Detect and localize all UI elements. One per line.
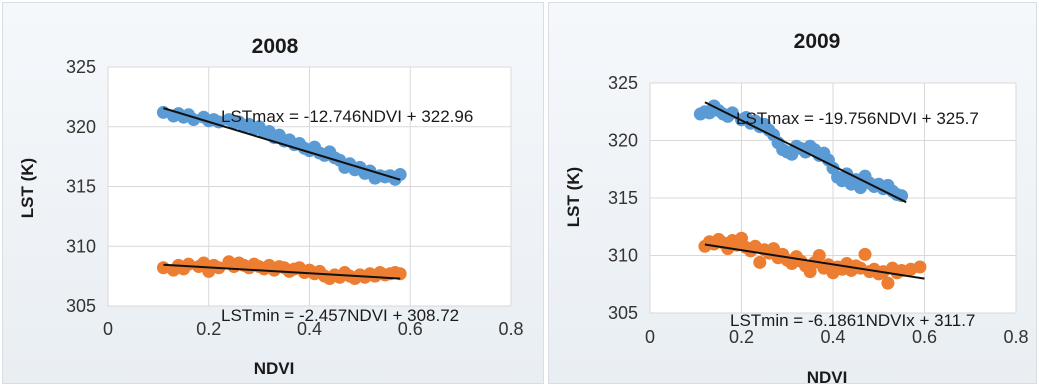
y-tick-label: 315 <box>608 188 638 208</box>
chart-title: 2009 <box>794 30 841 53</box>
trend-equation-min: LSTmin = -2.457NDVI + 308.72 <box>221 306 459 325</box>
x-axis-label: NDVI <box>254 359 295 378</box>
x-tick-label: 0.4 <box>820 327 845 347</box>
point-max <box>725 106 739 120</box>
chart-panel-2009: 305 310 315 320 325 0 0.2 0.4 0.6 0.8 LSTmax = -19… <box>548 2 1037 385</box>
trendline-min <box>704 243 925 280</box>
point-min <box>753 255 767 269</box>
chart-panel-2008: 305 310 315 320 325 0 0.2 0.4 0.6 0.8 LSTmax = -12… <box>2 2 544 384</box>
x-tick-label: 0 <box>103 319 113 339</box>
y-axis-label: LST (K) <box>18 158 37 218</box>
x-tick-label: 0.2 <box>729 327 754 347</box>
trend-equation-min: LSTmin = -6.1861NDVIx + 311.7 <box>730 311 975 330</box>
x-tick-label: 0.2 <box>196 319 221 339</box>
y-tick-label: 310 <box>66 236 96 256</box>
point-min <box>393 267 407 281</box>
trendline-max <box>704 101 907 204</box>
scatter-chart-0: 305 310 315 320 325 0 0.2 0.4 0.6 0.8 LSTmax = -12… <box>18 35 524 378</box>
x-axis-label: NDVI <box>807 368 848 385</box>
x-tick-label: 0.8 <box>498 319 523 339</box>
point-min <box>881 276 895 290</box>
y-tick-label: 305 <box>608 303 638 323</box>
y-tick-label: 325 <box>66 57 96 77</box>
trendline-min <box>163 263 401 280</box>
x-tick-label: 0.6 <box>912 327 937 347</box>
y-tick-label: 325 <box>608 73 638 93</box>
x-tick-label: 0 <box>645 327 655 347</box>
y-tick-label: 320 <box>608 131 638 151</box>
y-tick-label: 315 <box>66 177 96 197</box>
y-tick-label: 305 <box>66 296 96 316</box>
point-min <box>858 247 872 261</box>
y-tick-label: 320 <box>66 117 96 137</box>
x-tick-label: 0.8 <box>1003 327 1028 347</box>
trend-equation-max: LSTmax = -19.756NDVI + 325.7 <box>736 109 979 128</box>
chart-title: 2008 <box>252 35 299 58</box>
trendline-max <box>163 107 401 181</box>
y-tick-label: 310 <box>608 246 638 266</box>
point-min <box>913 260 927 274</box>
x-tick-label: 0.4 <box>297 319 322 339</box>
scatter-chart-1: 305 310 315 320 325 0 0.2 0.4 0.6 0.8 LSTmax = -19… <box>564 30 1029 385</box>
point-min <box>812 249 826 262</box>
y-axis-label: LST (K) <box>564 167 583 227</box>
x-tick-label: 0.6 <box>398 319 423 339</box>
trend-equation-max: LSTmax = -12.746NDVI + 322.96 <box>221 107 473 126</box>
